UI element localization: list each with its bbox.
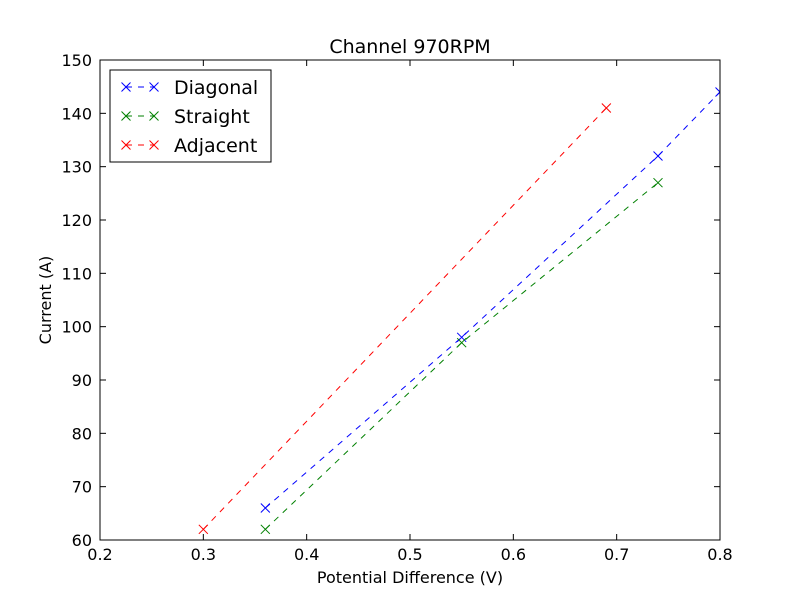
x-tick-label: 0.4 xyxy=(294,545,319,564)
y-tick-label: 60 xyxy=(72,531,92,550)
y-tick-label: 130 xyxy=(61,158,92,177)
series-layer xyxy=(198,87,720,535)
data-point-adjacent xyxy=(601,103,612,113)
series-adjacent xyxy=(198,103,612,535)
data-point-diagonal xyxy=(715,87,720,97)
y-tick-label: 110 xyxy=(61,264,92,283)
data-point-straight xyxy=(653,177,663,188)
data-point-diagonal xyxy=(260,503,271,513)
legend-label-adjacent: Adjacent xyxy=(174,135,257,157)
legend-marker-straight xyxy=(121,111,131,121)
y-axis-label: Current (A) xyxy=(36,256,55,345)
x-tick-label: 0.2 xyxy=(87,545,112,564)
legend-label-straight: Straight xyxy=(174,106,250,128)
legend-marker-diagonal xyxy=(149,82,159,92)
chart-title: Channel 970RPM xyxy=(329,36,490,58)
x-tick-label: 0.7 xyxy=(604,545,629,564)
y-tick-label: 120 xyxy=(61,211,92,230)
legend-marker-adjacent xyxy=(149,140,159,150)
y-tick-label: 80 xyxy=(72,424,92,443)
data-point-straight xyxy=(456,337,467,348)
x-tick-label: 0.8 xyxy=(707,545,732,564)
y-tick-label: 140 xyxy=(61,104,92,123)
series-line-adjacent xyxy=(202,107,607,530)
y-tick-label: 70 xyxy=(72,478,92,497)
series-clip-group xyxy=(198,87,720,535)
data-point-straight xyxy=(260,524,271,535)
legend-entry-diagonal: Diagonal xyxy=(121,77,258,99)
ticks-layer: 0.2 0.3 0.4 0.5 0.6 0.7 0.8 60 70 80 90 100 110 120 13… xyxy=(61,51,732,564)
legend: Diagonal Straight Adjacent xyxy=(109,69,272,163)
data-point-diagonal xyxy=(653,151,663,161)
legend-marker-straight xyxy=(149,111,159,121)
legend-box xyxy=(109,69,272,163)
legend-entry-straight: Straight xyxy=(121,106,250,128)
legend-entries: Diagonal Straight Adjacent xyxy=(121,77,258,157)
legend-label-diagonal: Diagonal xyxy=(174,77,258,99)
y-tick-label: 150 xyxy=(61,51,92,70)
legend-marker-adjacent xyxy=(121,140,131,150)
x-tick-label: 0.5 xyxy=(397,545,422,564)
y-tick-label: 90 xyxy=(72,371,92,390)
data-point-adjacent xyxy=(198,524,209,535)
legend-marker-diagonal xyxy=(121,82,131,92)
series-straight xyxy=(260,177,663,535)
legend-entry-adjacent: Adjacent xyxy=(121,135,257,157)
x-axis-label: Potential Difference (V) xyxy=(317,568,503,587)
x-tick-label: 0.6 xyxy=(501,545,526,564)
x-tick-label: 0.3 xyxy=(191,545,216,564)
y-tick-label: 100 xyxy=(61,318,92,337)
